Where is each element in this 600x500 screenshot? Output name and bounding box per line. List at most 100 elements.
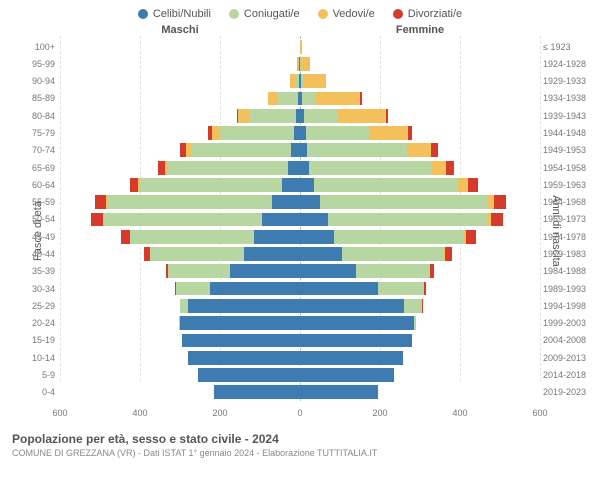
birth-label: 2014-2018 (543, 370, 595, 380)
male-bar (60, 126, 300, 140)
female-bar (300, 92, 540, 106)
segment (121, 230, 130, 244)
age-row: 70-741949-1953 (60, 142, 540, 159)
male-bar (60, 264, 300, 278)
segment (445, 247, 451, 261)
male-bar (60, 92, 300, 106)
birth-label: 2019-2023 (543, 387, 595, 397)
chart-area: Fasce di età Anni di nascita 100+≤ 19239… (0, 36, 600, 426)
segment (306, 126, 370, 140)
segment (304, 109, 338, 123)
segment (334, 230, 464, 244)
female-bar (300, 316, 540, 330)
birth-label: 2009-2013 (543, 353, 595, 363)
age-row: 10-142009-2013 (60, 349, 540, 366)
age-row: 25-291994-1998 (60, 297, 540, 314)
segment (291, 143, 300, 157)
age-label: 10-14 (25, 353, 55, 363)
x-tick: 0 (297, 408, 302, 418)
birth-label: 1979-1983 (543, 249, 595, 259)
segment (168, 161, 288, 175)
female-bar (300, 230, 540, 244)
segment (300, 143, 307, 157)
birth-label: 1939-1943 (543, 111, 595, 121)
pyramid-rows: 100+≤ 192395-991924-192890-941929-193385… (60, 38, 540, 401)
segment (244, 247, 300, 261)
birth-label: 1999-2003 (543, 318, 595, 328)
segment (300, 316, 414, 330)
female-bar (300, 213, 540, 227)
legend-item: Vedovi/e (318, 8, 375, 20)
female-bar (300, 299, 540, 313)
segment (309, 161, 431, 175)
segment (386, 109, 388, 123)
segment (268, 92, 277, 106)
header-female: Femmine (300, 24, 540, 36)
female-bar (300, 368, 540, 382)
age-label: 100+ (25, 42, 55, 52)
segment (356, 264, 430, 278)
age-row: 100+≤ 1923 (60, 38, 540, 55)
birth-label: 1954-1958 (543, 163, 595, 173)
age-label: 5-9 (25, 370, 55, 380)
age-row: 5-92014-2018 (60, 366, 540, 383)
female-bar (300, 126, 540, 140)
male-bar (60, 143, 300, 157)
segment (249, 109, 296, 123)
segment (277, 92, 298, 106)
segment (314, 178, 458, 192)
segment (301, 57, 310, 71)
age-label: 60-64 (25, 180, 55, 190)
age-label: 75-79 (25, 128, 55, 138)
legend-swatch (229, 9, 239, 19)
segment (378, 282, 424, 296)
segment (342, 247, 444, 261)
x-tick: 400 (132, 408, 147, 418)
male-bar (60, 368, 300, 382)
segment (431, 161, 446, 175)
male-bar (60, 282, 300, 296)
age-row: 65-691954-1958 (60, 159, 540, 176)
birth-label: 1994-1998 (543, 301, 595, 311)
segment (180, 316, 300, 330)
segment (316, 92, 361, 106)
segment (328, 213, 488, 227)
female-bar (300, 282, 540, 296)
birth-label: 1984-1988 (543, 266, 595, 276)
male-bar (60, 334, 300, 348)
female-bar (300, 109, 540, 123)
age-label: 90-94 (25, 76, 55, 86)
male-bar (60, 195, 300, 209)
segment (466, 230, 476, 244)
birth-label: 1969-1973 (543, 214, 595, 224)
plot: 100+≤ 192395-991924-192890-941929-193385… (60, 36, 540, 401)
segment (491, 213, 503, 227)
header-male: Maschi (60, 24, 300, 36)
birth-label: 1944-1948 (543, 128, 595, 138)
segment (130, 230, 254, 244)
legend-label: Divorziati/e (408, 8, 462, 20)
segment (198, 368, 300, 382)
segment (158, 161, 165, 175)
birth-label: 1949-1953 (543, 145, 595, 155)
segment (370, 126, 408, 140)
segment (150, 247, 244, 261)
legend-label: Celibi/Nubili (153, 8, 211, 20)
segment (130, 178, 138, 192)
male-bar (60, 316, 300, 330)
age-label: 15-19 (25, 335, 55, 345)
legend-label: Vedovi/e (333, 8, 375, 20)
birth-label: 1989-1993 (543, 284, 595, 294)
age-label: 45-49 (25, 232, 55, 242)
age-row: 20-241999-2003 (60, 315, 540, 332)
x-tick: 600 (532, 408, 547, 418)
segment (188, 299, 300, 313)
birth-label: 1959-1963 (543, 180, 595, 190)
segment (182, 334, 300, 348)
segment (300, 247, 342, 261)
segment (300, 368, 394, 382)
female-bar (300, 74, 540, 88)
legend-label: Coniugati/e (244, 8, 300, 20)
segment (272, 195, 300, 209)
female-bar (300, 351, 540, 365)
